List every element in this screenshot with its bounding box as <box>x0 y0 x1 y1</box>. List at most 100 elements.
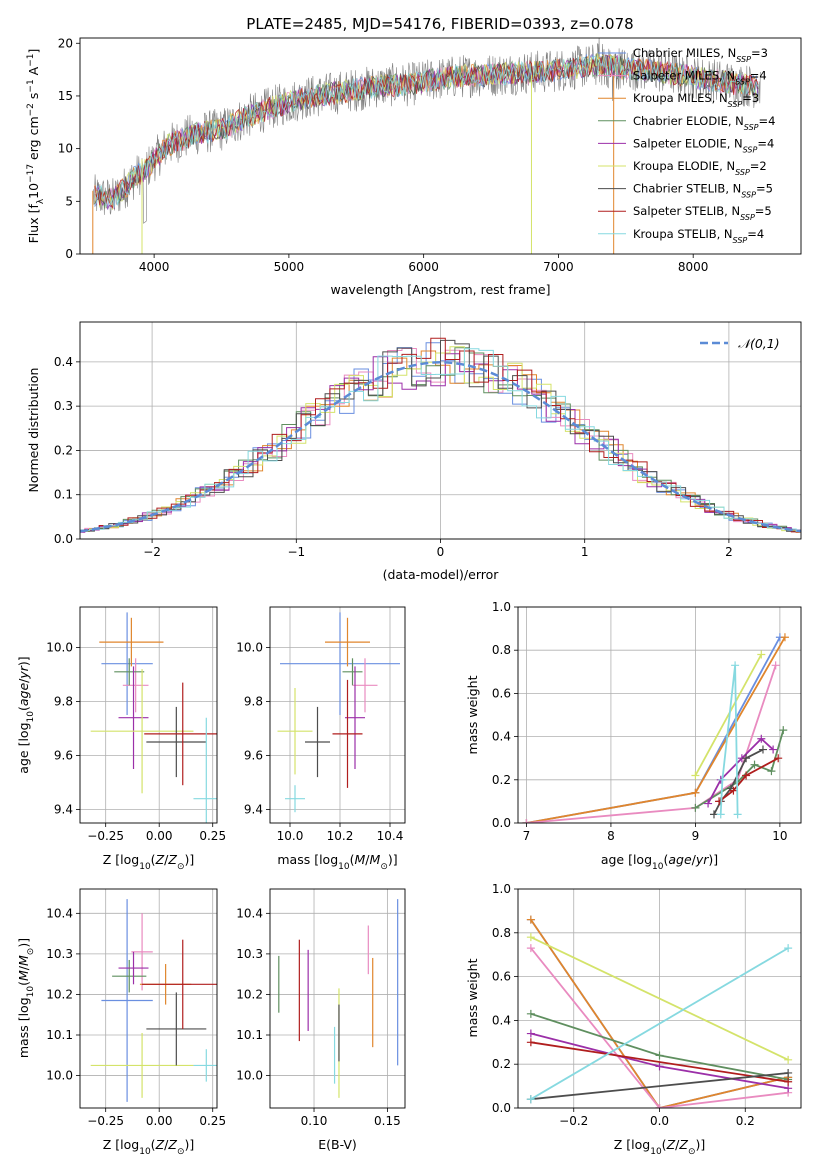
spectrum-data-line <box>93 38 761 224</box>
x-tick-label: 0.00 <box>146 1114 173 1128</box>
y-tick-label: 5 <box>65 194 73 208</box>
weight-marker-salpeter_elodie <box>526 1029 535 1038</box>
y-tick-label: 0 <box>65 247 73 261</box>
weight-marker-salpeter_stelib <box>784 1077 793 1086</box>
weight-marker-salpeter_miles <box>522 819 531 823</box>
legend-label-kroupa_elodie: Kroupa ELODIE, NSSP=2 <box>633 159 767 177</box>
y-axis-label: mass weight <box>465 958 480 1037</box>
y-tick-label: 10 <box>58 142 73 156</box>
panel-weight_vs_Z: −0.2 0.0 0.2 0.0 0.2 0.4 0.6 0.8 1.0 Z [log10(Z/Z… <box>465 882 802 1157</box>
y-tick-label: 9.8 <box>54 695 73 709</box>
x-tick-label: −0.25 <box>87 829 124 843</box>
x-tick-label: 8000 <box>678 260 709 274</box>
axes-frame <box>79 37 802 255</box>
panel-mass_vs_EBV: 0.10 0.15 10.0 10.1 10.2 10.3 10.4 E(B-V) <box>236 888 406 1152</box>
weight-marker-chabrier_stelib <box>709 810 718 819</box>
weight-marker-kroupa_miles <box>526 915 535 924</box>
x-tick-label: 0.10 <box>301 1114 328 1128</box>
y-tick-label: 0.8 <box>492 643 511 657</box>
x-axis-label: Z [log10(Z/Z⊙)] <box>614 1137 706 1157</box>
plot-area <box>526 915 793 1108</box>
y-tick-label: 0.2 <box>492 773 511 787</box>
y-tick-label: 9.4 <box>54 803 73 817</box>
y-tick-label: 0.2 <box>492 1057 511 1071</box>
weight-marker-salpeter_miles <box>655 1104 664 1108</box>
y-tick-label: 0.0 <box>492 816 511 830</box>
legend-label-kroupa_stelib: Kroupa STELIB, NSSP=4 <box>633 227 764 245</box>
weight-line-salpeter_stelib <box>718 757 779 803</box>
legend-label-salpeter_stelib: Salpeter STELIB, NSSP=5 <box>633 204 772 222</box>
y-tick-label: 0.4 <box>492 1013 511 1027</box>
histogram-salpeter_stelib <box>80 337 801 533</box>
x-tick-label: −1 <box>287 545 305 559</box>
weight-marker-chabrier_elodie <box>655 1051 664 1060</box>
y-tick-label: 1.0 <box>492 882 511 896</box>
weight-marker-chabrier_stelib <box>742 754 751 763</box>
plot-area <box>90 612 217 823</box>
x-tick-label: 0.2 <box>736 1114 755 1128</box>
y-tick-label: 0.1 <box>54 488 73 502</box>
weight-marker-salpeter_stelib <box>742 771 751 780</box>
legend-label-chabrier_miles: Chabrier MILES, NSSP=3 <box>633 46 768 64</box>
weight-marker-salpeter_stelib <box>729 786 738 795</box>
y-tick-label: 0.0 <box>492 1101 511 1115</box>
y-tick-label: 0.8 <box>492 926 511 940</box>
x-tick-label: 0.25 <box>199 1114 226 1128</box>
panel-age_vs_mass: 10.0 10.2 10.4 9.4 9.6 9.8 10.0 mass [log10(M/M… <box>236 606 406 872</box>
histogram-kroupa_stelib <box>80 348 801 532</box>
weight-marker-chabrier_elodie <box>750 760 759 769</box>
legend-label-salpeter_miles: Salpeter MILES, NSSP=4 <box>633 69 767 87</box>
weight-marker-chabrier_stelib <box>758 745 767 754</box>
weight-marker-salpeter_miles <box>771 661 780 670</box>
legend-label-chabrier_stelib: Chabrier STELIB, NSSP=5 <box>633 182 773 200</box>
x-tick-label: 1 <box>581 545 589 559</box>
y-tick-label: 10.2 <box>46 987 73 1001</box>
x-tick-label: −0.25 <box>87 1114 124 1128</box>
weight-marker-kroupa_elodie <box>526 933 535 942</box>
legend-label-kroupa_miles: Kroupa MILES, NSSP=3 <box>633 91 759 109</box>
x-tick-label: 9 <box>692 829 700 843</box>
weight-marker-kroupa_miles <box>780 633 789 642</box>
panel-spectrum: 4000 5000 6000 7000 8000 0 5 10 15 20 Chabrier MIL… <box>26 36 802 297</box>
y-tick-label: 15 <box>58 89 73 103</box>
x-axis-label: wavelength [Angstrom, rest frame] <box>330 282 550 297</box>
weight-marker-kroupa_stelib <box>716 810 725 819</box>
y-axis-label: Normed distribution <box>26 368 41 493</box>
y-tick-label: 10.0 <box>236 1069 263 1083</box>
x-tick-label: 7000 <box>543 260 574 274</box>
plot-area <box>278 899 399 1098</box>
y-axis-label: Flux [fλ10−17 erg cm−2 s−1 A−1] <box>26 49 46 244</box>
y-tick-label: 0.6 <box>492 970 511 984</box>
y-tick-label: 10.0 <box>46 641 73 655</box>
axes-frame <box>269 888 406 1109</box>
y-tick-label: 10.0 <box>46 1069 73 1083</box>
x-tick-label: 5000 <box>274 260 305 274</box>
weight-marker-chabrier_elodie <box>526 1009 535 1018</box>
plot-area <box>90 899 217 1102</box>
weight-marker-kroupa_stelib <box>733 810 742 819</box>
plot-area <box>80 337 801 534</box>
x-axis-label: (data-model)/error <box>383 567 500 582</box>
weight-marker-chabrier_elodie <box>767 767 776 776</box>
weight-line-kroupa_miles <box>526 636 786 823</box>
y-tick-label: 0.6 <box>492 686 511 700</box>
y-tick-label: 10.1 <box>46 1028 73 1042</box>
weight-marker-kroupa_stelib <box>784 944 793 953</box>
weight-marker-chabrier_stelib <box>784 1068 793 1077</box>
y-axis-label: age [log10(age/yr)] <box>16 656 36 773</box>
x-tick-label: 10.0 <box>277 829 304 843</box>
weight-line-kroupa_miles <box>530 919 789 1108</box>
y-tick-label: 10.4 <box>236 906 263 920</box>
legend-label-chabrier_elodie: Chabrier ELODIE, NSSP=4 <box>633 114 775 132</box>
axes-frame <box>79 888 218 1109</box>
panel-age_vs_Z: −0.25 0.00 0.25 9.4 9.6 9.8 10.0 Z [log10(Z/Z⊙)… <box>16 606 226 872</box>
weight-marker-kroupa_elodie <box>691 771 700 780</box>
weight-marker-kroupa_stelib <box>526 1095 535 1104</box>
y-axis-label: mass weight <box>465 675 480 754</box>
weight-marker-kroupa_elodie <box>784 1055 793 1064</box>
x-tick-label: 0.0 <box>650 1114 669 1128</box>
y-tick-label: 9.8 <box>244 695 263 709</box>
y-tick-label: 0.4 <box>54 355 73 369</box>
plot-area <box>92 38 761 254</box>
